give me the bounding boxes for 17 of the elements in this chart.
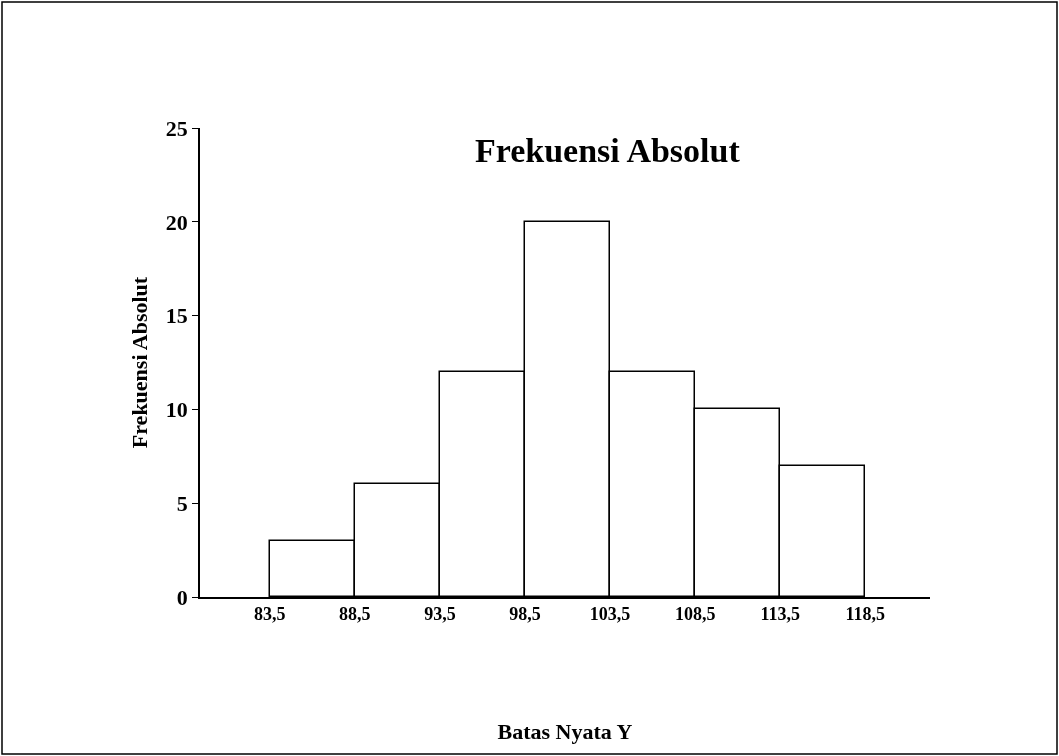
x-tick-label: 98,5	[509, 604, 541, 625]
chart-title: Frekuensi Absolut	[474, 131, 741, 169]
x-tick-label: 88,5	[339, 604, 371, 625]
y-tick-label: 20	[165, 209, 188, 235]
x-tick-label: 118,5	[845, 604, 886, 625]
x-axis-title: Batas Nyata Y	[497, 718, 633, 744]
y-tick-label: 25	[165, 115, 188, 141]
x-tick-label: 108,5	[674, 604, 716, 625]
y-tick-label: 10	[165, 397, 188, 423]
x-tick-label: 103,5	[589, 604, 631, 625]
x-tick-label: 83,5	[254, 604, 286, 625]
x-tick-label: 93,5	[424, 604, 456, 625]
x-tick-label: 113,5	[760, 604, 801, 625]
y-tick-label: 5	[176, 490, 188, 516]
y-axis-title: Frekuensi Absolut	[127, 276, 153, 449]
y-tick-label: 15	[165, 303, 188, 329]
y-tick-label: 0	[176, 584, 188, 610]
